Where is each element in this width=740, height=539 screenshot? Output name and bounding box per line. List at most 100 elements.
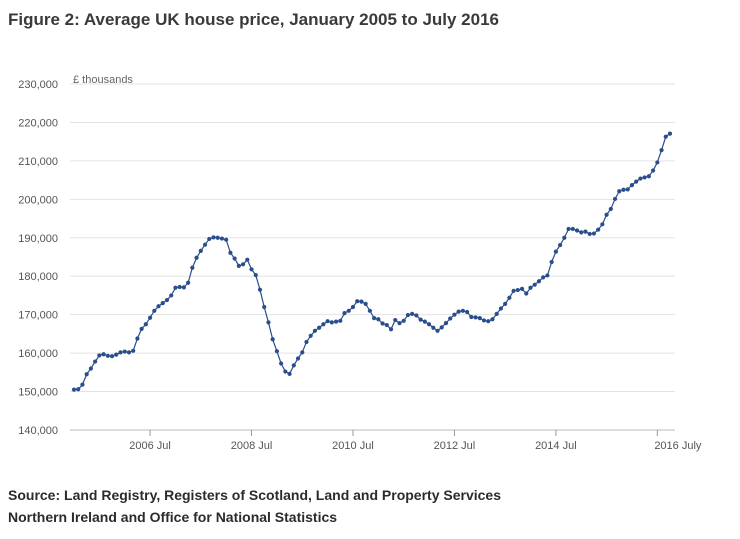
data-point	[414, 313, 419, 318]
x-tick-label: 2010 Jul	[332, 440, 374, 452]
data-point	[549, 259, 554, 265]
data-point	[202, 242, 208, 247]
data-point	[257, 287, 263, 292]
data-point	[283, 369, 288, 374]
y-tick-label: 210,000	[18, 156, 58, 168]
data-point	[410, 311, 415, 316]
data-point	[295, 356, 301, 361]
data-point	[566, 226, 571, 232]
data-point	[553, 249, 558, 254]
data-point	[604, 212, 609, 217]
data-point	[122, 349, 127, 354]
data-point	[452, 312, 457, 317]
data-point	[663, 134, 668, 139]
data-point	[625, 187, 630, 192]
data-point	[667, 131, 673, 136]
data-point	[186, 280, 191, 285]
y-tick-label: 220,000	[18, 117, 58, 129]
data-point	[287, 371, 292, 376]
data-point	[545, 273, 550, 278]
data-point	[608, 206, 613, 212]
data-point	[570, 226, 575, 232]
data-point	[266, 320, 271, 325]
data-point	[338, 318, 343, 323]
data-point	[84, 372, 89, 377]
data-point	[71, 387, 77, 392]
data-point	[181, 285, 186, 290]
data-point	[642, 175, 647, 180]
data-point	[355, 299, 360, 304]
data-point	[393, 317, 398, 323]
data-point	[333, 319, 339, 324]
y-tick-label: 200,000	[18, 194, 58, 206]
data-point	[507, 295, 512, 300]
data-point	[494, 311, 499, 316]
data-point	[473, 315, 478, 320]
data-point	[380, 321, 385, 326]
data-point	[262, 304, 267, 310]
data-point	[147, 315, 153, 320]
data-point	[562, 235, 567, 240]
source-note: Source: Land Registry, Registers of Scot…	[8, 487, 501, 525]
data-point	[541, 275, 546, 280]
y-axis: 140,000 150,000 160,000 170,000 180,000 190,0…	[18, 79, 58, 437]
data-point	[114, 352, 119, 357]
plot-area	[71, 131, 673, 392]
chart-title: Figure 2: Average UK house price, Januar…	[8, 10, 499, 29]
x-tick-label: 2012 Jul	[434, 440, 476, 452]
data-point	[490, 317, 495, 322]
data-point	[190, 265, 195, 270]
data-point	[439, 325, 444, 330]
data-point	[376, 317, 381, 322]
data-point	[519, 286, 525, 292]
data-point	[160, 301, 165, 306]
data-point	[300, 350, 305, 355]
x-tick-label: 2016 July	[654, 440, 702, 452]
data-point	[317, 325, 322, 330]
data-point	[363, 301, 368, 306]
data-point	[109, 354, 115, 359]
data-point	[397, 321, 402, 326]
data-point	[612, 196, 618, 202]
data-point	[367, 308, 372, 313]
series-line	[73, 133, 671, 391]
data-point	[388, 327, 394, 332]
data-point	[118, 350, 123, 355]
data-point	[279, 361, 284, 366]
data-point	[486, 319, 491, 324]
data-point	[325, 319, 330, 324]
data-point	[304, 339, 309, 345]
data-point	[240, 262, 246, 267]
data-point	[350, 304, 356, 310]
data-point	[97, 353, 102, 358]
data-point	[465, 309, 470, 315]
data-point	[448, 316, 453, 321]
data-point	[198, 248, 203, 253]
data-point	[270, 337, 275, 342]
data-point	[655, 160, 660, 165]
x-tick-label: 2006 Jul	[129, 440, 171, 452]
data-point	[524, 291, 529, 296]
data-point	[126, 350, 132, 355]
data-point	[80, 382, 85, 387]
data-point	[372, 316, 377, 321]
data-point	[346, 308, 351, 313]
data-point	[228, 250, 233, 255]
data-point	[532, 282, 537, 287]
data-point	[232, 256, 237, 261]
data-point	[629, 183, 635, 188]
data-point	[105, 353, 110, 358]
data-point	[211, 235, 216, 240]
data-point	[574, 228, 580, 233]
y-tick-label: 180,000	[18, 271, 58, 283]
data-point	[249, 267, 254, 272]
data-point	[638, 176, 643, 181]
data-point	[253, 272, 258, 278]
data-point	[617, 189, 622, 194]
data-point	[329, 320, 334, 325]
data-point	[503, 301, 508, 306]
data-point	[600, 222, 605, 227]
data-point	[435, 328, 440, 333]
data-point	[536, 279, 542, 284]
